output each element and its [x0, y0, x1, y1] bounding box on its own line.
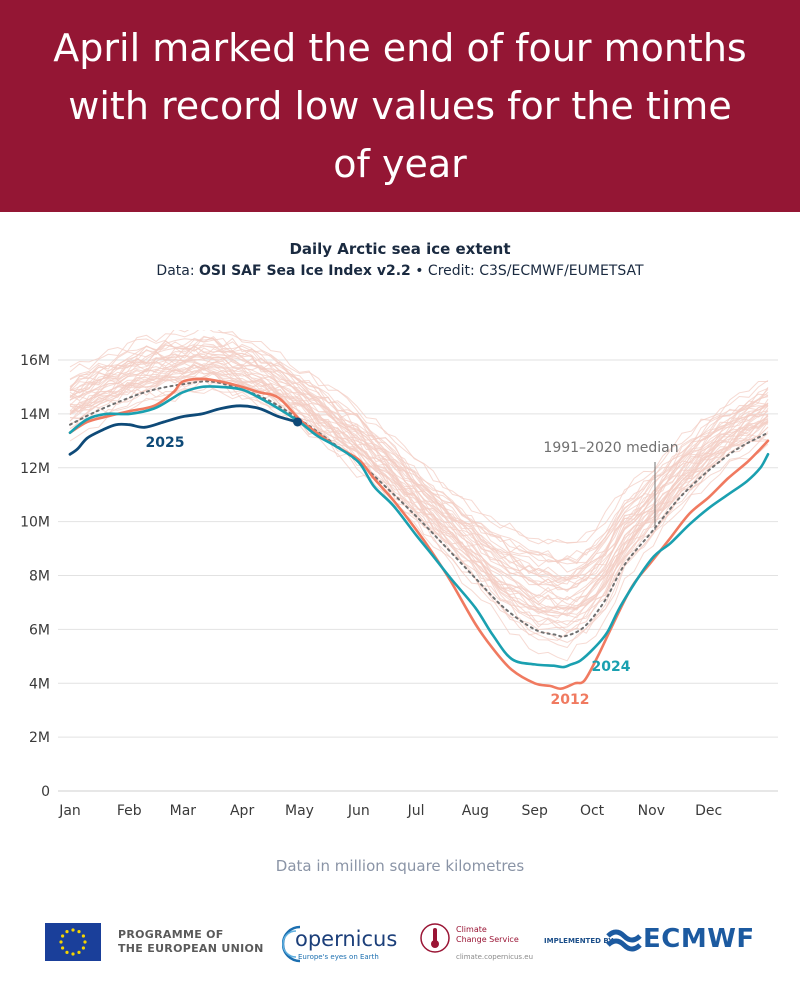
background-year-line — [69, 345, 769, 580]
y-tick-label: 2M — [29, 730, 50, 746]
eu-flag-icon — [45, 923, 101, 961]
y-tick-label: 4M — [29, 676, 50, 692]
background-year-line — [69, 379, 769, 649]
eu-star — [77, 950, 81, 954]
background-year-line — [69, 377, 769, 641]
eu-star — [77, 930, 81, 934]
background-year-line — [69, 361, 769, 606]
eu-star — [61, 946, 65, 950]
title-banner: April marked the end of four months with… — [0, 0, 800, 212]
background-years-layer — [69, 330, 769, 662]
x-tick-label: Oct — [580, 803, 605, 819]
sea-ice-chart: 0 2M 4M 6M 8M 10M 12M 14M 16M Jan Feb Mar Apr May Jun J… — [20, 330, 778, 819]
background-year-line — [69, 336, 769, 563]
eu-star — [71, 928, 75, 932]
y-tick-label: 12M — [20, 461, 50, 477]
thermometer-icon — [420, 923, 450, 953]
c3s-line-1: Climate — [456, 925, 487, 934]
label-layer: 2025 2024 2012 1991–2020 median — [146, 435, 679, 708]
eu-line-2: THE EUROPEAN UNION — [118, 942, 264, 955]
x-tick-label: Apr — [230, 803, 254, 819]
ecmwf-name: ECMWF — [643, 924, 755, 954]
ecmwf-wave-icon — [606, 929, 642, 952]
x-tick-label: Mar — [170, 803, 197, 819]
background-year-line — [69, 353, 769, 600]
x-tick-label: Aug — [462, 803, 489, 819]
background-year-line — [69, 336, 769, 565]
eu-star — [65, 930, 69, 934]
copernicus-name: opernicus — [295, 927, 398, 951]
series-endpoint-marker — [293, 417, 303, 427]
c3s-text: Climate Change Service — [456, 925, 519, 945]
eu-star — [71, 952, 75, 956]
series-line-2012 — [68, 377, 770, 690]
series-label: 2025 — [146, 435, 185, 451]
x-tick-label: Jan — [58, 803, 81, 819]
x-tick-label: Jul — [407, 803, 425, 819]
eu-star — [81, 934, 85, 938]
y-tick-label: 6M — [29, 622, 50, 638]
banner-title: April marked the end of four months with… — [53, 26, 747, 186]
eu-star — [83, 940, 87, 944]
eu-line-1: PROGRAMME OF — [118, 928, 224, 941]
series-label: 2024 — [592, 659, 631, 675]
eu-programme-text: PROGRAMME OF THE EUROPEAN UNION — [118, 928, 264, 956]
c3s-url: climate.copernicus.eu — [456, 953, 534, 961]
background-year-line — [69, 367, 769, 615]
chart-title: Daily Arctic sea ice extent — [289, 240, 511, 258]
series-layer — [68, 377, 770, 690]
eu-star — [81, 946, 85, 950]
series-label: 2012 — [551, 692, 590, 708]
x-tick-label: Nov — [638, 803, 665, 819]
eu-star — [65, 950, 69, 954]
series-line-1991-2020-median — [69, 380, 769, 638]
eu-star — [59, 940, 63, 944]
series-line-2024 — [68, 385, 770, 669]
copernicus-logo-icon — [282, 925, 301, 963]
c3s-line-2: Change Service — [456, 935, 519, 944]
eu-star — [61, 934, 65, 938]
x-tick-label: Sep — [522, 803, 549, 819]
x-tick-label: Dec — [695, 803, 722, 819]
x-tick-label: Jun — [347, 803, 370, 819]
background-year-line — [69, 344, 769, 581]
chart-header: Daily Arctic sea ice extent Data: OSI SA… — [0, 240, 800, 279]
footer-logos: PROGRAMME OF THE EUROPEAN UNION opernicu… — [0, 915, 800, 975]
units-note: Data in million square kilometres — [275, 857, 525, 875]
credit-suffix: • Credit: C3S/ECMWF/EUMETSAT — [410, 263, 644, 279]
background-year-line — [69, 370, 769, 626]
x-tick-label: May — [285, 803, 314, 819]
implemented-by-text: IMPLEMENTED BY — [544, 937, 614, 945]
y-tick-label: 0 — [41, 784, 50, 800]
credit-dataset: OSI SAF Sea Ice Index v2.2 — [199, 263, 411, 279]
background-year-line — [69, 367, 769, 610]
chart-credit: Data: OSI SAF Sea Ice Index v2.2 • Credi… — [0, 263, 800, 279]
copernicus-tagline: Europe's eyes on Earth — [298, 953, 379, 961]
background-year-line — [69, 369, 769, 617]
y-tick-label: 14M — [20, 407, 50, 423]
y-tick-label: 16M — [20, 353, 50, 369]
background-year-line — [69, 370, 769, 632]
background-year-line — [69, 330, 769, 545]
y-tick-label: 8M — [29, 569, 50, 585]
x-tick-label: Feb — [117, 803, 142, 819]
y-tick-label: 10M — [20, 515, 50, 531]
grid-layer: 0 2M 4M 6M 8M 10M 12M 14M 16M Jan Feb Mar Apr May Jun J… — [20, 353, 778, 819]
series-label: 1991–2020 median — [543, 440, 678, 456]
series-line-2025 — [68, 404, 299, 456]
credit-prefix: Data: — [156, 263, 200, 279]
